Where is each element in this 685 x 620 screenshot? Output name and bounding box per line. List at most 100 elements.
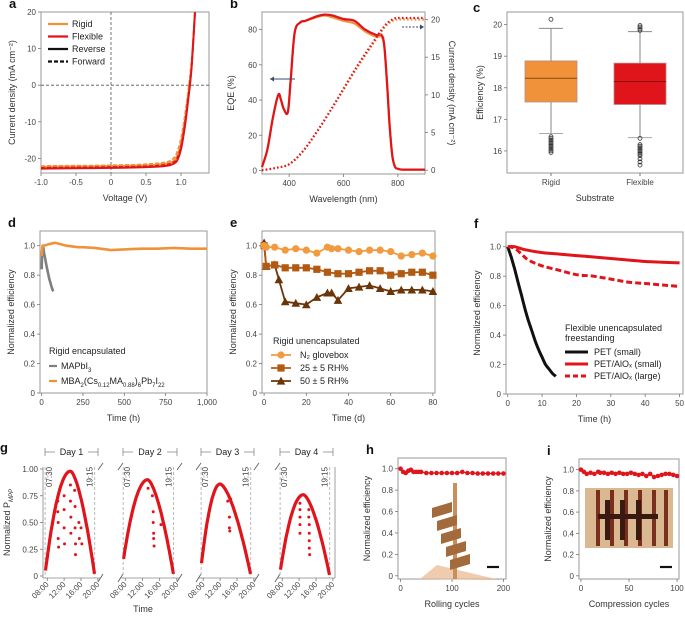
roller xyxy=(420,565,500,580)
marker-triangle xyxy=(375,284,385,293)
device-strip-segment xyxy=(432,502,452,518)
y-tick-label: 20 xyxy=(493,21,502,30)
y-axis-label: Current density (mA cm⁻²) xyxy=(7,40,17,145)
outlier-point xyxy=(637,27,643,33)
data-point xyxy=(617,470,622,476)
x-tick-label: 1,000 xyxy=(197,398,218,407)
y-tick-label: 18 xyxy=(493,84,502,93)
data-point xyxy=(485,471,491,476)
eqe-curve xyxy=(260,13,426,171)
series-line xyxy=(41,12,196,169)
axis-break-mark xyxy=(97,573,104,583)
y-right-tick-label: 5 xyxy=(431,129,436,138)
y-tick-label: 20 xyxy=(27,8,36,17)
y-tick-label: 16 xyxy=(493,147,502,156)
axis-break-mark xyxy=(195,462,202,471)
series-line xyxy=(507,244,680,265)
data-point xyxy=(480,471,486,476)
electrode-bar xyxy=(598,514,658,519)
marker-triangle xyxy=(312,292,322,301)
x-axis-label: Time xyxy=(133,604,153,614)
data-point xyxy=(640,471,645,477)
data-point xyxy=(475,471,481,476)
outlier-point xyxy=(637,153,643,159)
x-tick-label: 20 xyxy=(572,399,581,408)
pmpp-point xyxy=(74,553,78,557)
pmpp-point xyxy=(56,499,60,503)
series-line xyxy=(41,12,196,168)
x-tick-label: 20:00 xyxy=(316,580,337,601)
legend-label: N₂ glovebox xyxy=(300,350,349,360)
pmpp-point xyxy=(307,531,311,535)
outlier-point xyxy=(637,135,643,141)
x-axis-label: Wavelength (nm) xyxy=(309,194,377,204)
panel-d: d 0 250 500 750 1,000 0 0.2 0.4 0.6 0.8 1.0 Time (h)… xyxy=(6,215,218,423)
panel-h: h 0 100 200 0 0.2 0.4 0.6 0.8 1.0 Rolling cycles No… xyxy=(362,442,511,609)
pmpp-point xyxy=(62,494,66,498)
legend: Rigid encapsulated MAPbI3 MBA2(Cs0.12MA0.8… xyxy=(49,346,165,389)
marker-square xyxy=(344,270,353,278)
marker-circle xyxy=(292,245,300,253)
legend-label: MBA2(Cs0.12MA0.88)6Pb7I22 xyxy=(61,376,165,389)
data-point xyxy=(454,470,460,476)
x-tick-label: 12:00 xyxy=(125,580,146,601)
day-label: Day 2 xyxy=(138,447,162,457)
data-point xyxy=(470,470,475,476)
data-point xyxy=(636,472,641,478)
marker-circle xyxy=(302,246,310,254)
x-tick-label: 16:00 xyxy=(64,580,85,601)
y-tick-label: 0.4 xyxy=(382,529,394,538)
x-axis-label: Time (h) xyxy=(107,413,140,423)
y-tick-label: 0.2 xyxy=(563,551,575,560)
outlier-point xyxy=(637,156,643,162)
axis-break-mark xyxy=(176,462,183,471)
left-arrow-head xyxy=(270,76,274,82)
legend-title: freestanding xyxy=(565,333,615,343)
legend-label: Reverse xyxy=(72,44,106,54)
y-tick-label: 19 xyxy=(493,52,502,61)
panel-b: b 400 600 800 0 20 40 60 80 Wavelength (nm) EQE (%… xyxy=(226,0,457,204)
y-axis-label: Normalized efficiency xyxy=(362,475,372,561)
device-strip-segment xyxy=(441,528,461,544)
data-point xyxy=(465,470,470,476)
marker-square xyxy=(277,364,285,372)
x-tick-label: 50 xyxy=(625,584,634,593)
x-tick-label: 0 xyxy=(39,398,44,407)
outlier-point xyxy=(637,146,643,152)
x-tick-label: 0 xyxy=(262,398,267,407)
marker-circle xyxy=(397,252,405,260)
data-point xyxy=(609,470,614,476)
pmpp-point xyxy=(152,531,156,535)
plot-frame xyxy=(40,11,210,174)
y-tick-label: 0.4 xyxy=(246,330,258,339)
outlier-point xyxy=(637,145,643,151)
outlier-point xyxy=(637,151,643,157)
outlier-point xyxy=(637,26,643,32)
pmpp-point xyxy=(307,523,311,527)
x-tick-label: 20:00 xyxy=(81,580,102,601)
x-tick-label: 100 xyxy=(670,584,684,593)
x-axis-label: Time (h) xyxy=(578,414,611,424)
y-right-tick-label: 20 xyxy=(431,16,440,25)
x-axis-label: Time (d) xyxy=(332,413,365,423)
outlier-point xyxy=(637,24,643,30)
marker-circle xyxy=(328,245,336,253)
data-point xyxy=(490,471,496,476)
marker-square xyxy=(387,271,395,279)
legend-label: PET (small) xyxy=(594,347,641,357)
device-stripe xyxy=(664,490,668,546)
y-axis-label: Efficiency (%) xyxy=(475,65,485,120)
x-axis-label: Rolling cycles xyxy=(424,599,480,609)
marker-triangle xyxy=(333,295,343,304)
panel-f: f 0 10 20 30 40 50 0 0.2 0.4 0.6 0.8 1.0 Time (h) Norm… xyxy=(472,216,685,424)
x-tick-label: 600 xyxy=(337,179,351,188)
marker-circle xyxy=(277,351,285,359)
panel-label: a xyxy=(9,0,17,11)
y-tick-label: 0.6 xyxy=(563,508,575,517)
y-tick-label: 0.4 xyxy=(563,529,575,538)
data-point xyxy=(588,470,593,476)
y-tick-label: 0.8 xyxy=(490,272,502,281)
pmpp-point xyxy=(298,515,302,519)
y-right-tick-label: 10 xyxy=(431,91,440,100)
